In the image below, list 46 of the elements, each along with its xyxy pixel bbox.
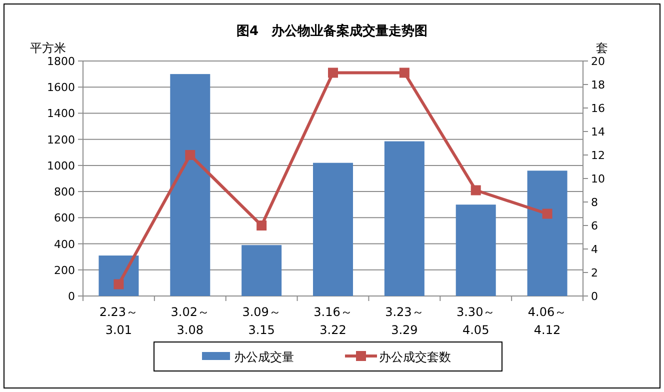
x-tick-label: 3.23～ 3.29 (385, 305, 424, 337)
x-tick-label: 3.09～ 3.15 (242, 305, 281, 337)
y2-tick-label: 20 (591, 55, 605, 68)
y2-tick-label: 16 (591, 102, 605, 115)
bar (170, 74, 210, 296)
y-tick-label: 1800 (47, 55, 75, 68)
x-tick-label: 2.23～ 3.01 (99, 305, 138, 337)
bar (456, 204, 496, 296)
legend-label: 办公成交量 (234, 350, 294, 364)
y-tick-label: 800 (54, 186, 75, 199)
y2-tick-label: 18 (591, 78, 605, 92)
point (328, 68, 338, 78)
y2-tick-label: 8 (591, 196, 598, 209)
chart-title: 图4 办公物业备案成交量走势图 (236, 23, 428, 39)
x-tick-label: 4.06～ 4.12 (528, 305, 567, 337)
point (470, 185, 481, 196)
point (542, 208, 552, 219)
y2-axis-title: 套 (596, 41, 608, 55)
point (256, 220, 267, 230)
y-axis-title: 平方米 (30, 41, 66, 55)
bar (242, 245, 282, 296)
y-tick-label: 1200 (47, 133, 75, 146)
x-tick-label: 3.16～ 3.22 (314, 305, 352, 337)
y2-tick-label: 4 (591, 243, 598, 256)
y2-tick-label: 12 (591, 149, 605, 162)
y-tick-label: 400 (54, 238, 75, 251)
y2-tick-label: 6 (591, 220, 598, 232)
point (114, 279, 124, 290)
bar (313, 162, 353, 296)
point (185, 150, 196, 160)
y-tick-label: 200 (54, 264, 75, 277)
x-tick-label: 3.30～ 4.05 (456, 305, 496, 337)
legend-label: 办公成交套数 (379, 350, 451, 364)
point (399, 68, 410, 78)
x-tick-label: 3.02～ 3.08 (170, 305, 210, 337)
y-tick-label: 600 (54, 212, 75, 225)
y-tick-label: 1000 (47, 159, 75, 172)
y-tick-label: 1400 (47, 107, 75, 120)
y2-tick-label: 0 (591, 290, 598, 303)
bar (527, 170, 568, 296)
y2-tick-label: 10 (591, 172, 605, 186)
y-tick-label: 1600 (47, 81, 75, 94)
bar (384, 141, 424, 296)
y2-tick-label: 2 (591, 266, 598, 280)
y2-tick-label: 14 (591, 126, 605, 138)
y-tick-label: 0 (68, 290, 75, 303)
